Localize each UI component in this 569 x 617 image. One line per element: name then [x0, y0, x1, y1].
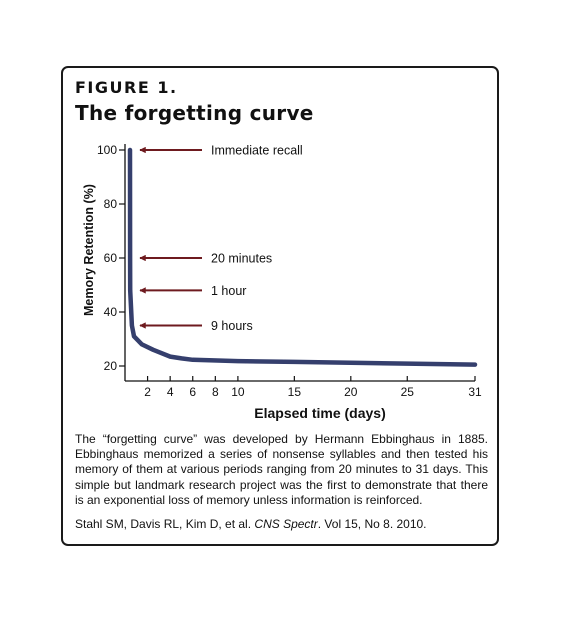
annotation-label: Immediate recall	[211, 144, 303, 158]
x-tick-label: 10	[231, 385, 245, 399]
x-tick-label: 6	[189, 385, 196, 399]
x-axis-title: Elapsed time (days)	[254, 405, 386, 421]
citation-authors: Stahl SM, Davis RL, Kim D, et al.	[75, 517, 252, 531]
x-tick-label: 25	[401, 385, 415, 399]
x-tick-label: 4	[167, 385, 174, 399]
y-tick-label: 100	[97, 143, 117, 157]
retention-curve-line	[127, 147, 478, 367]
citation-details: . Vol 15, No 8. 2010.	[317, 517, 427, 531]
figure-frame	[61, 66, 499, 546]
y-tick-label: 80	[104, 197, 118, 211]
figure-title: The forgetting curve	[75, 101, 314, 125]
citation: Stahl SM, Davis RL, Kim D, et al. CNS Sp…	[75, 517, 427, 531]
y-tick-label: 60	[104, 251, 118, 265]
figure-label: FIGURE 1.	[75, 78, 178, 97]
y-tick-label: 20	[104, 359, 118, 373]
x-tick-label: 15	[288, 385, 302, 399]
figure-caption: The “forgetting curve” was developed by …	[75, 432, 488, 507]
x-tick-label: 31	[468, 385, 482, 399]
x-tick-label: 8	[212, 385, 219, 399]
y-tick-label: 40	[104, 305, 118, 319]
annotation-label: 1 hour	[211, 284, 246, 298]
y-axis-title: Memory Retention (%)	[82, 184, 96, 316]
annotation-label: 9 hours	[211, 319, 253, 333]
x-tick-label: 20	[344, 385, 358, 399]
x-tick-label: 2	[144, 385, 151, 399]
annotation-label: 20 minutes	[211, 252, 272, 266]
citation-journal: CNS Spectr	[254, 517, 318, 531]
